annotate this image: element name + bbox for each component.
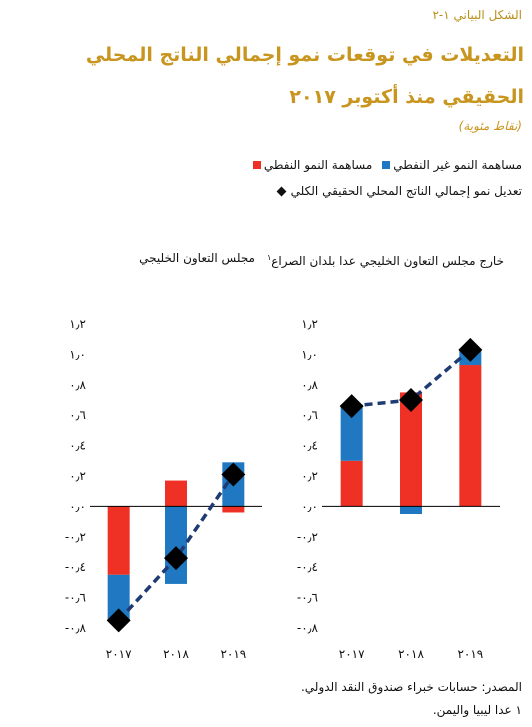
x-tick-label: ٢٠١٧ xyxy=(106,647,132,661)
y-tick-label: ٠٫٤ xyxy=(69,439,86,453)
legend-label-nonoil: مساهمة النمو غير النفطي xyxy=(393,158,522,172)
y-tick-label: ٠٫٨ xyxy=(69,378,86,392)
bar-oil xyxy=(459,365,482,507)
legend-swatch-oil xyxy=(252,161,261,169)
legend-row-total: تعديل نمو إجمالي الناتج المحلي الحقيقي ا… xyxy=(272,184,522,198)
legend-label-total: تعديل نمو إجمالي الناتج المحلي الحقيقي ا… xyxy=(290,184,522,198)
x-tick-label: ٢٠١٩ xyxy=(220,647,246,661)
total-diamond-marker xyxy=(164,546,188,571)
x-tick-label: ٢٠١٨ xyxy=(163,647,189,661)
figure-label: الشكل البياني ١-٢ xyxy=(432,8,522,22)
y-tick-label: ١٫٢ xyxy=(301,317,318,331)
legend-swatch-nonoil xyxy=(382,161,391,169)
y-tick-label: -٠٫٤ xyxy=(297,560,318,574)
x-tick-label: ٢٠١٨ xyxy=(398,647,424,661)
panel-title-non-gcc: خارج مجلس التعاون الخليجي عدا بلدان الصر… xyxy=(266,253,504,268)
y-tick-label: ٠٫٦ xyxy=(301,408,318,422)
y-tick-label: -٠٫٦ xyxy=(65,591,86,605)
figure-subtitle: (نقاط مئوية) xyxy=(458,119,522,133)
y-tick-label: -٠٫٤ xyxy=(65,560,86,574)
y-tick-label: -٠٫٢ xyxy=(65,530,86,544)
y-tick-label: ٠٫٠ xyxy=(69,499,86,513)
y-tick-label: -٠٫٦ xyxy=(297,591,318,605)
panel-title-note: ١ xyxy=(266,253,272,262)
bar-oil xyxy=(340,460,363,507)
panel-title-gcc: مجلس التعاون الخليجي xyxy=(139,251,255,265)
y-tick-label: ٠٫٠ xyxy=(301,499,318,513)
y-tick-label: ١٫٢ xyxy=(69,317,86,331)
total-diamond-marker xyxy=(106,608,131,633)
bar-nonoil xyxy=(400,506,422,514)
bar-oil xyxy=(400,392,422,507)
y-tick-label: -٠٫٢ xyxy=(297,530,318,544)
x-tick-label: ٢٠١٩ xyxy=(457,647,483,661)
y-tick-label: -٠٫٨ xyxy=(297,621,319,635)
total-diamond-marker xyxy=(221,462,246,487)
y-tick-label: -٠٫٨ xyxy=(65,621,87,635)
bar-nonoil xyxy=(340,404,363,461)
bar-nonoil xyxy=(107,574,130,621)
figure-title: التعديلات في توقعات نمو إجمالي الناتج ال… xyxy=(85,44,524,108)
y-tick-label: ١٫٠ xyxy=(301,347,318,361)
source-note: المصدر: حسابات خبراء صندوق النقد الدولي. xyxy=(300,680,522,694)
y-tick-label: ٠٫٦ xyxy=(69,408,86,422)
bar-oil xyxy=(222,506,245,513)
bar-nonoil xyxy=(165,506,187,584)
total-diamond-marker xyxy=(339,394,364,419)
y-tick-label: ٠٫٢ xyxy=(301,469,318,483)
footnote: ١ عدا ليبيا واليمن. xyxy=(432,703,522,717)
legend-row-bars: مساهمة النمو النفطي مساهمة النمو غير الن… xyxy=(250,158,522,172)
y-tick-label: ٠٫٤ xyxy=(301,439,318,453)
bar-oil xyxy=(165,480,187,507)
total-diamond-marker xyxy=(458,337,483,362)
y-tick-label: ٠٫٢ xyxy=(69,469,86,483)
chart-area: ١٫٢ ١٫٠ ٠٫٨ ٠٫٦ ٠٫٤ ٠٫٢ ٠٫٠ -٠٫٢ -٠٫٤ -٠٫٦ -٠٫٨ ٢٠١… xyxy=(65,317,500,661)
legend-diamond-icon xyxy=(276,186,287,196)
x-tick-label: ٢٠١٧ xyxy=(339,647,365,661)
y-tick-label: ١٫٠ xyxy=(69,347,86,361)
bar-oil xyxy=(107,506,130,575)
total-diamond-marker xyxy=(399,388,423,412)
y-tick-label: ٠٫٨ xyxy=(301,378,318,392)
legend-label-oil: مساهمة النمو النفطي xyxy=(263,158,373,172)
